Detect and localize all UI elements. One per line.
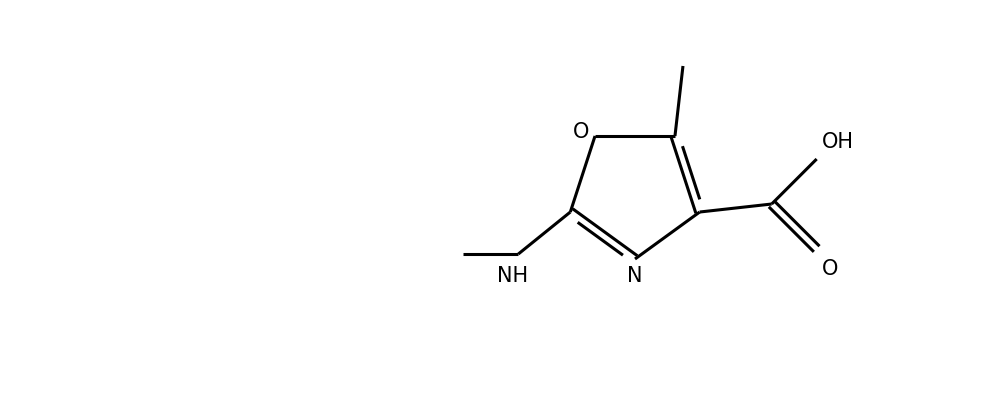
Text: NH: NH — [496, 266, 528, 286]
Text: N: N — [628, 266, 643, 286]
Text: OH: OH — [822, 132, 854, 152]
Text: O: O — [822, 259, 838, 279]
Text: O: O — [573, 122, 589, 142]
